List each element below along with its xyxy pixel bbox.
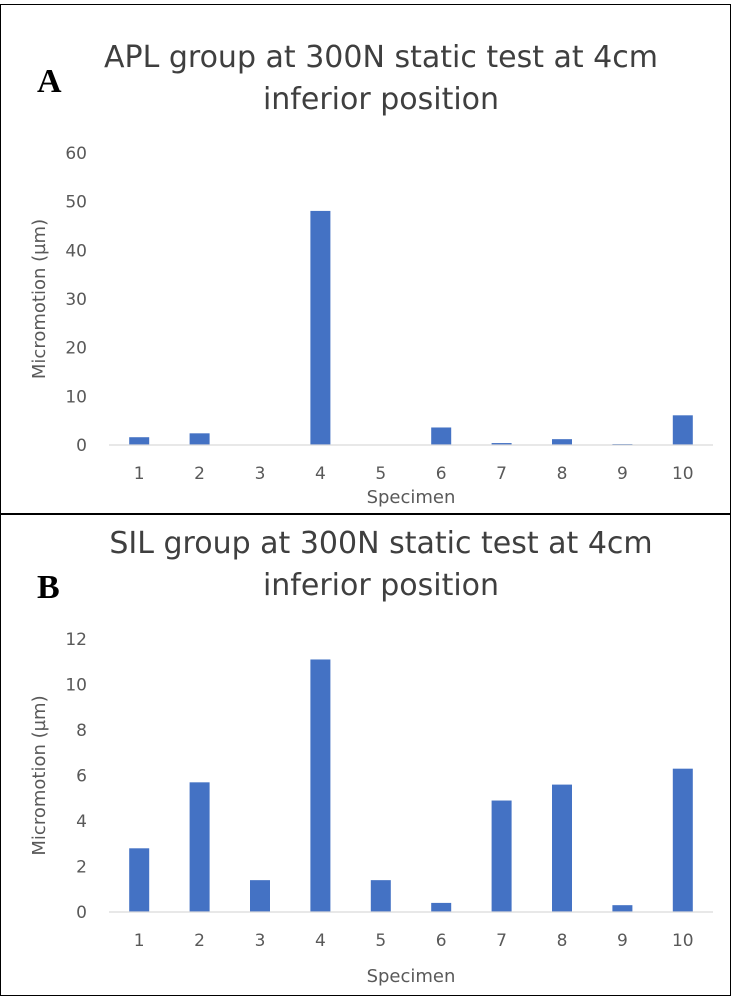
bar bbox=[189, 433, 210, 445]
x-tick-label: 8 bbox=[557, 931, 568, 951]
y-tick-label: 8 bbox=[76, 721, 87, 741]
x-tick-label: 1 bbox=[134, 464, 145, 484]
bar bbox=[552, 439, 572, 445]
chart-panel-a: A APL group at 300N static test at 4cm i… bbox=[0, 4, 731, 514]
x-tick-label: 4 bbox=[315, 931, 326, 951]
bar bbox=[189, 782, 210, 912]
y-tick-label: 60 bbox=[65, 144, 87, 164]
y-tick-label: 12 bbox=[65, 630, 87, 650]
x-tick-label: 6 bbox=[436, 464, 447, 484]
chart-panel-b: B SIL group at 300N static test at 4cm i… bbox=[0, 514, 731, 996]
bar bbox=[491, 800, 512, 912]
x-axis-title: Specimen bbox=[367, 487, 456, 508]
bar bbox=[672, 768, 693, 912]
bar bbox=[129, 437, 150, 445]
bar bbox=[431, 902, 452, 912]
bar bbox=[552, 784, 572, 912]
y-tick-label: 6 bbox=[76, 767, 87, 787]
y-tick-label: 20 bbox=[65, 339, 87, 359]
x-tick-label: 10 bbox=[672, 931, 694, 951]
x-tick-label: 9 bbox=[617, 931, 628, 951]
bar bbox=[310, 659, 331, 912]
x-tick-label: 2 bbox=[194, 931, 205, 951]
y-tick-label: 4 bbox=[76, 812, 87, 832]
chart-title: APL group at 300N static test at 4cm inf… bbox=[61, 37, 701, 121]
bar bbox=[672, 415, 693, 445]
y-tick-label: 2 bbox=[76, 858, 87, 878]
bar bbox=[491, 443, 512, 445]
x-axis-title: Specimen bbox=[367, 966, 456, 987]
x-tick-label: 10 bbox=[672, 464, 694, 484]
x-tick-label: 4 bbox=[315, 464, 326, 484]
x-tick-label: 8 bbox=[557, 464, 568, 484]
x-tick-label: 3 bbox=[255, 931, 266, 951]
x-tick-label: 1 bbox=[134, 931, 145, 951]
bar bbox=[310, 210, 331, 445]
y-axis-title: Micromotion (µm) bbox=[29, 695, 50, 855]
chart-title-line-1: APL group at 300N static test at 4cm bbox=[104, 40, 658, 75]
x-tick-label: 9 bbox=[617, 464, 628, 484]
y-axis-title: Micromotion (µm) bbox=[29, 219, 50, 379]
y-tick-label: 30 bbox=[65, 290, 87, 310]
bar-chart-a: 0 10 20 30 40 50 60 1 2 3 4 5 6 7 8 9 10 Specimen Micromot… bbox=[29, 144, 713, 508]
x-tick-label: 2 bbox=[194, 464, 205, 484]
bar bbox=[370, 880, 391, 912]
x-tick-label: 5 bbox=[375, 464, 386, 484]
y-tick-label: 10 bbox=[65, 676, 87, 696]
panel-label: B bbox=[37, 569, 60, 606]
x-tick-label: 5 bbox=[375, 931, 386, 951]
panel-label: A bbox=[37, 63, 62, 100]
x-tick-label: 3 bbox=[255, 464, 266, 484]
chart-title-line-2: inferior position bbox=[262, 568, 500, 603]
y-tick-label: 0 bbox=[76, 436, 87, 456]
chart-title-line-2: inferior position bbox=[262, 82, 500, 117]
x-tick-label: 6 bbox=[436, 931, 447, 951]
y-tick-label: 10 bbox=[65, 387, 87, 407]
chart-title: SIL group at 300N static test at 4cm inf… bbox=[61, 523, 701, 607]
bar bbox=[431, 427, 452, 445]
x-tick-label: 7 bbox=[496, 464, 507, 484]
x-tick-label: 7 bbox=[496, 931, 507, 951]
bar bbox=[129, 848, 150, 912]
bar bbox=[250, 880, 270, 912]
y-tick-label: 50 bbox=[65, 193, 87, 213]
y-tick-label: 40 bbox=[65, 241, 87, 261]
y-tick-label: 0 bbox=[76, 903, 87, 923]
chart-title-line-1: SIL group at 300N static test at 4cm bbox=[109, 526, 653, 561]
bar bbox=[612, 905, 633, 912]
